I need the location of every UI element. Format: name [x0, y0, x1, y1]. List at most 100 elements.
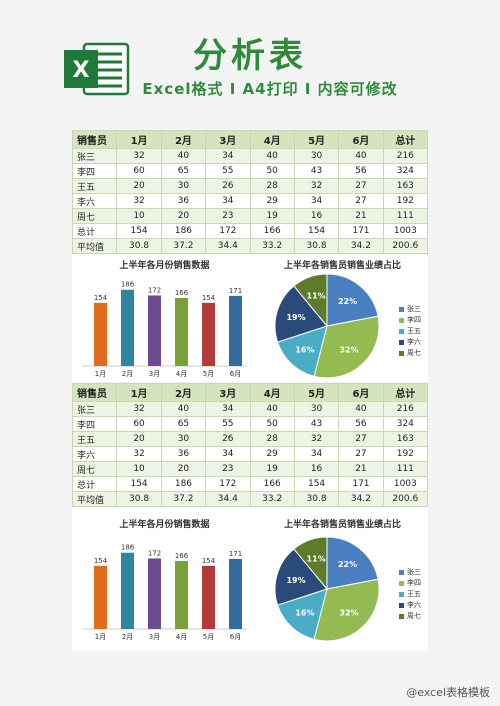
table-cell[interactable]: 34 — [205, 446, 251, 462]
table-cell[interactable]: 324 — [382, 163, 429, 179]
table-cell[interactable]: 40 — [160, 401, 207, 417]
table-cell[interactable]: 27 — [338, 431, 384, 447]
table-cell[interactable]: 32 — [116, 193, 162, 209]
table-cell[interactable]: 40 — [249, 148, 295, 164]
table-cell[interactable]: 26 — [205, 178, 251, 194]
table-cell[interactable]: 192 — [382, 193, 429, 209]
table-cell[interactable]: 216 — [382, 148, 429, 164]
table-cell[interactable]: 55 — [205, 163, 251, 179]
table-cell[interactable]: 60 — [116, 163, 162, 179]
table-cell[interactable]: 34.2 — [338, 491, 384, 507]
table-cell[interactable]: 154 — [293, 223, 340, 239]
table-cell[interactable]: 43 — [293, 163, 340, 179]
table-cell[interactable]: 30 — [293, 401, 340, 417]
table-cell[interactable]: 30.8 — [293, 238, 340, 254]
table-cell[interactable]: 李四 — [71, 416, 118, 432]
table-cell[interactable]: 43 — [293, 416, 340, 432]
table-cell[interactable]: 216 — [382, 401, 429, 417]
table-cell[interactable]: 65 — [160, 416, 207, 432]
table-cell[interactable]: 34.2 — [338, 238, 384, 254]
table-cell[interactable]: 166 — [249, 476, 295, 492]
table-cell[interactable]: 166 — [249, 223, 295, 239]
table-cell[interactable]: 111 — [382, 461, 429, 477]
table-cell[interactable]: 50 — [249, 416, 295, 432]
table-cell[interactable]: 33.2 — [249, 491, 295, 507]
table-cell[interactable]: 周七 — [71, 208, 118, 224]
table-cell[interactable]: 总计 — [71, 476, 118, 492]
table-cell[interactable]: 154 — [116, 223, 162, 239]
table-cell[interactable]: 李六 — [71, 193, 118, 209]
table-cell[interactable]: 65 — [160, 163, 207, 179]
table-cell[interactable]: 19 — [249, 461, 295, 477]
table-cell[interactable]: 王五 — [71, 178, 118, 194]
table-cell[interactable]: 李四 — [71, 163, 118, 179]
table-cell[interactable]: 50 — [249, 163, 295, 179]
table-cell[interactable]: 56 — [338, 163, 384, 179]
table-cell[interactable]: 55 — [205, 416, 251, 432]
table-cell[interactable]: 33.2 — [249, 238, 295, 254]
table-cell[interactable]: 27 — [338, 178, 384, 194]
table-cell[interactable]: 29 — [249, 446, 295, 462]
table-cell[interactable]: 32 — [293, 431, 340, 447]
table-cell[interactable]: 张三 — [71, 148, 118, 164]
table-cell[interactable]: 37.2 — [160, 238, 207, 254]
table-cell[interactable]: 32 — [116, 446, 162, 462]
table-cell[interactable]: 周七 — [71, 461, 118, 477]
table-cell[interactable]: 111 — [382, 208, 429, 224]
table-cell[interactable]: 34 — [205, 193, 251, 209]
table-cell[interactable]: 34.4 — [205, 238, 251, 254]
table-cell[interactable]: 32 — [293, 178, 340, 194]
table-cell[interactable]: 186 — [160, 223, 207, 239]
table-cell[interactable]: 163 — [382, 178, 429, 194]
table-cell[interactable]: 40 — [338, 401, 384, 417]
table-cell[interactable]: 16 — [293, 208, 340, 224]
table-cell[interactable]: 21 — [338, 208, 384, 224]
table-cell[interactable]: 1003 — [382, 223, 429, 239]
table-cell[interactable]: 王五 — [71, 431, 118, 447]
table-cell[interactable]: 23 — [205, 461, 251, 477]
table-cell[interactable]: 1003 — [382, 476, 429, 492]
table-cell[interactable]: 171 — [338, 223, 384, 239]
table-cell[interactable]: 192 — [382, 446, 429, 462]
table-cell[interactable]: 30.8 — [293, 491, 340, 507]
table-cell[interactable]: 324 — [382, 416, 429, 432]
table-cell[interactable]: 172 — [205, 476, 251, 492]
table-cell[interactable]: 20 — [116, 178, 162, 194]
table-cell[interactable]: 平均值 — [71, 491, 118, 507]
table-cell[interactable]: 36 — [160, 193, 207, 209]
table-cell[interactable]: 30 — [160, 178, 207, 194]
table-cell[interactable]: 28 — [249, 178, 295, 194]
table-cell[interactable]: 37.2 — [160, 491, 207, 507]
table-cell[interactable]: 16 — [293, 461, 340, 477]
table-cell[interactable]: 26 — [205, 431, 251, 447]
table-cell[interactable]: 32 — [116, 401, 162, 417]
table-cell[interactable]: 19 — [249, 208, 295, 224]
table-cell[interactable]: 56 — [338, 416, 384, 432]
table-cell[interactable]: 27 — [338, 446, 384, 462]
table-cell[interactable]: 34 — [293, 446, 340, 462]
table-cell[interactable]: 30 — [293, 148, 340, 164]
table-cell[interactable]: 200.6 — [382, 238, 429, 254]
table-cell[interactable]: 29 — [249, 193, 295, 209]
table-cell[interactable]: 23 — [205, 208, 251, 224]
table-cell[interactable]: 总计 — [71, 223, 118, 239]
table-cell[interactable]: 10 — [116, 461, 162, 477]
table-cell[interactable]: 20 — [116, 431, 162, 447]
table-cell[interactable]: 34 — [205, 148, 251, 164]
table-cell[interactable]: 张三 — [71, 401, 118, 417]
table-cell[interactable]: 60 — [116, 416, 162, 432]
table-cell[interactable]: 20 — [160, 461, 207, 477]
table-cell[interactable]: 40 — [160, 148, 207, 164]
table-cell[interactable]: 30.8 — [116, 491, 162, 507]
table-cell[interactable]: 34 — [205, 401, 251, 417]
table-cell[interactable]: 163 — [382, 431, 429, 447]
table-cell[interactable]: 21 — [338, 461, 384, 477]
table-cell[interactable]: 40 — [249, 401, 295, 417]
table-cell[interactable]: 20 — [160, 208, 207, 224]
table-cell[interactable]: 27 — [338, 193, 384, 209]
table-cell[interactable]: 154 — [116, 476, 162, 492]
table-cell[interactable]: 36 — [160, 446, 207, 462]
table-cell[interactable]: 32 — [116, 148, 162, 164]
table-cell[interactable]: 10 — [116, 208, 162, 224]
table-cell[interactable]: 34 — [293, 193, 340, 209]
